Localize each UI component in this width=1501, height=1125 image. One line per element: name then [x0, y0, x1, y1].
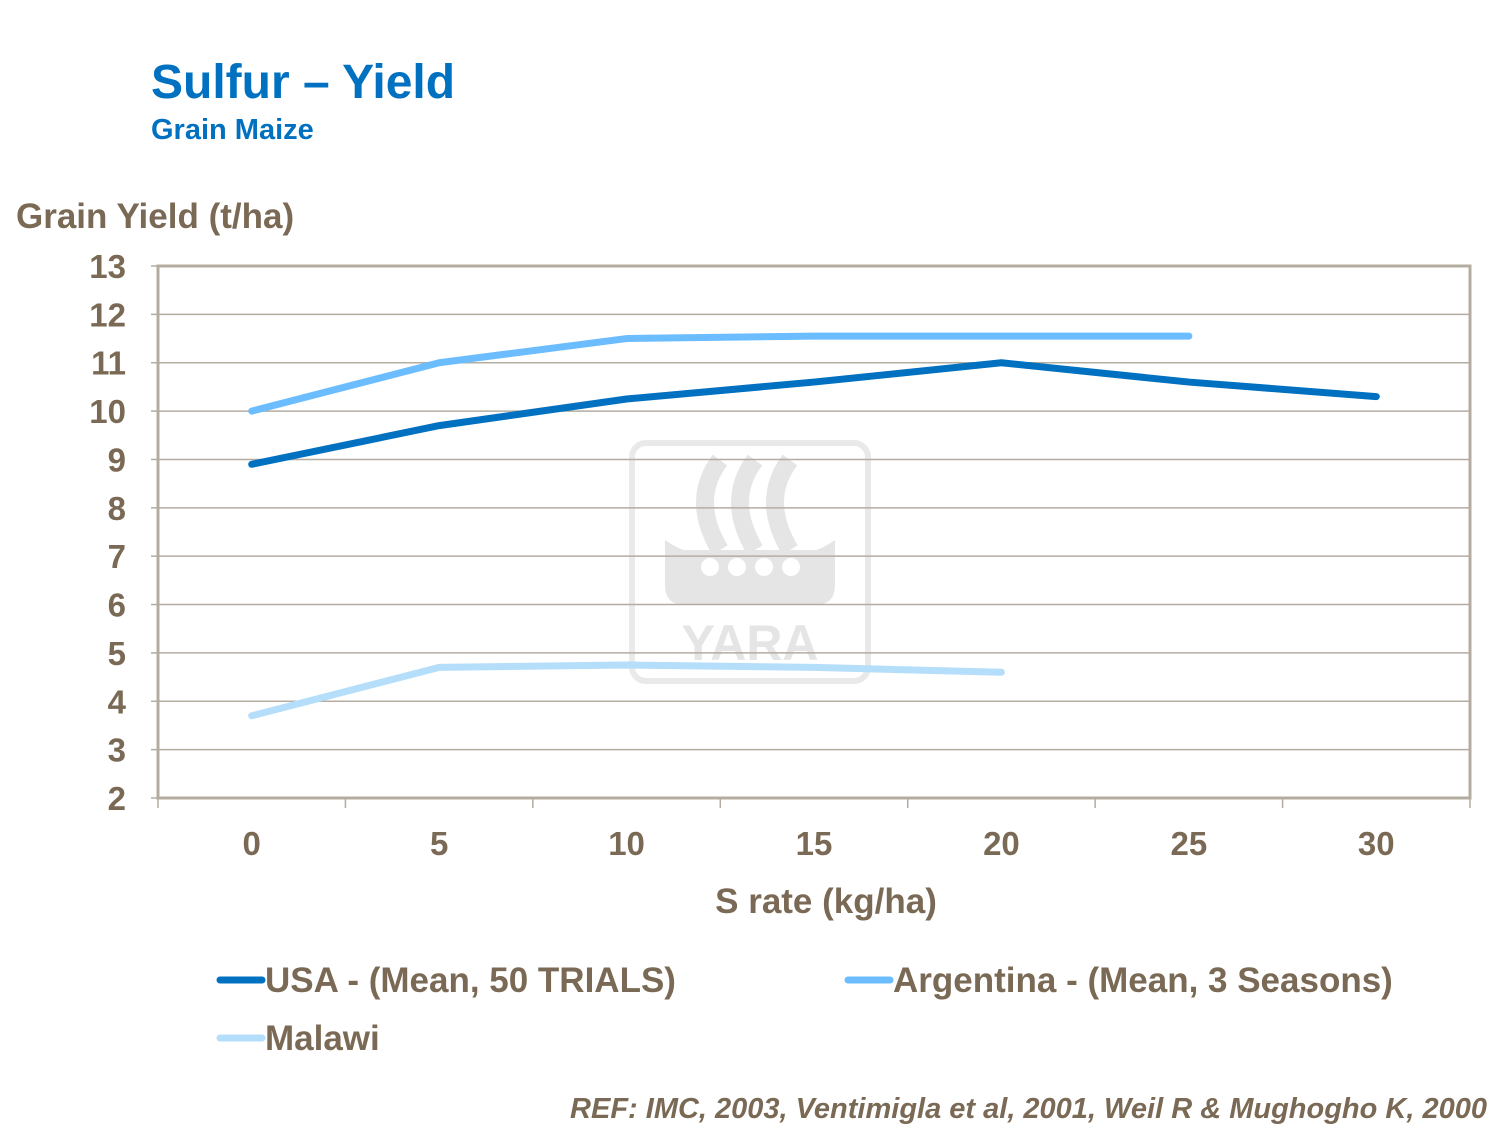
- legend-label: Malawi: [265, 1019, 380, 1058]
- y-tick-label: 2: [108, 780, 126, 817]
- plot-border: [156, 264, 1472, 800]
- series-line-2: [248, 661, 1005, 720]
- x-tick-label: 30: [1358, 825, 1395, 862]
- x-axis-title: S rate (kg/ha): [715, 882, 937, 921]
- y-tick-label: 9: [108, 441, 126, 478]
- legend-label: USA - (Mean, 50 TRIALS): [265, 961, 676, 1000]
- x-tick-label: 0: [243, 825, 261, 862]
- y-tick-label: 4: [108, 683, 127, 720]
- y-tick-label: 3: [108, 732, 126, 769]
- reference-note: REF: IMC, 2003, Ventimigla et al, 2001, …: [570, 1093, 1487, 1125]
- x-tick-label: 25: [1170, 825, 1207, 862]
- y-tick-label: 6: [108, 587, 126, 624]
- chart-title: Sulfur – Yield: [151, 56, 456, 109]
- x-tick-label: 20: [983, 825, 1020, 862]
- x-tick-label: 10: [608, 825, 645, 862]
- x-tick-label: 15: [796, 825, 833, 862]
- y-tick-label: 7: [108, 538, 126, 575]
- svg-text:YARA: YARA: [681, 615, 818, 671]
- y-tick-label: 8: [108, 490, 126, 527]
- x-tick-label: 5: [430, 825, 448, 862]
- y-axis-title: Grain Yield (t/ha): [16, 197, 294, 236]
- y-tick-label: 12: [89, 296, 126, 333]
- yara-logo-watermark: YARA: [629, 440, 871, 684]
- y-tick-label: 13: [89, 248, 126, 285]
- y-tick-label: 5: [108, 635, 126, 672]
- chart-subtitle: Grain Maize: [151, 114, 314, 146]
- series-line-1: [248, 332, 1193, 415]
- legend-label: Argentina - (Mean, 3 Seasons): [893, 961, 1393, 1000]
- series-line-0: [248, 359, 1380, 468]
- y-tick-label: 10: [89, 393, 126, 430]
- y-tick-label: 11: [91, 345, 126, 382]
